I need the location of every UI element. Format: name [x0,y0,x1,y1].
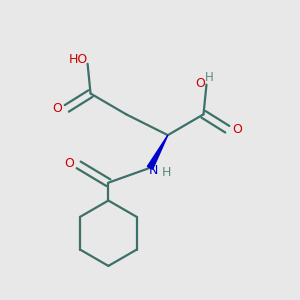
Text: H: H [162,166,171,179]
Text: O: O [196,76,206,90]
Polygon shape [147,135,168,169]
Text: O: O [232,123,242,136]
Text: O: O [64,157,74,170]
Text: O: O [52,102,62,115]
Text: HO: HO [69,53,88,66]
Text: H: H [205,71,214,84]
Text: N: N [148,164,158,177]
